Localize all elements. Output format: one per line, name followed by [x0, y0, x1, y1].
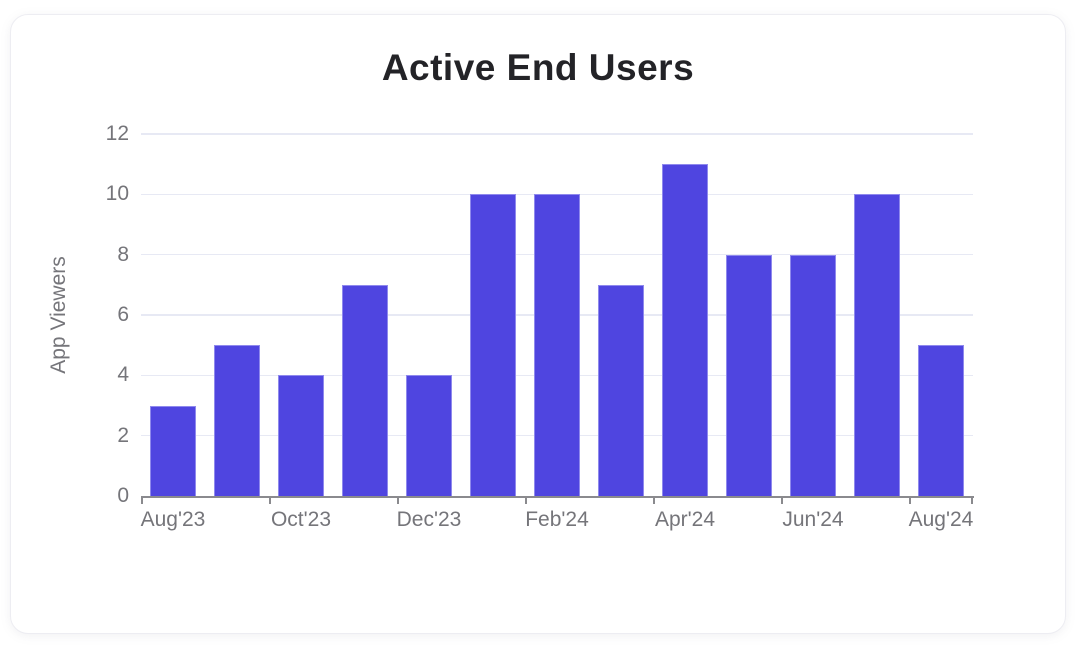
gridline — [141, 133, 973, 135]
bar-Mar'24 — [598, 284, 644, 496]
x-tick-label: Apr'24 — [654, 508, 716, 531]
y-tick-label: 12 — [105, 122, 129, 145]
bar-Dec'23 — [406, 375, 452, 496]
y-tick-label: 8 — [117, 242, 129, 266]
x-tick-mark — [971, 496, 973, 504]
x-tick-label: Dec'23 — [396, 508, 462, 531]
bar-Aug'23 — [150, 405, 196, 496]
bar-Apr'24 — [662, 164, 708, 496]
y-tick-label: 10 — [105, 182, 129, 206]
x-tick-label: Aug'23 — [140, 508, 206, 531]
x-tick-mark — [909, 496, 911, 504]
x-tick-mark — [141, 496, 143, 504]
y-tick-label: 2 — [117, 423, 129, 447]
bar-Aug'24 — [918, 345, 964, 496]
bar-Jun'24 — [790, 254, 836, 496]
chart-card: Active End Users App Viewers 0 2 4 6 8 10 12 Au… — [10, 14, 1066, 634]
y-axis-title-text: App Viewers — [47, 256, 70, 374]
x-tick-label: Aug'24 — [908, 508, 974, 531]
x-tick-mark — [269, 496, 271, 504]
bar-May'24 — [726, 254, 772, 496]
y-tick-label: 4 — [117, 363, 129, 387]
x-tick-label: Jun'24 — [782, 508, 844, 531]
plot-area: 0 2 4 6 8 10 12 Aug'23 Oct'23 Dec'23 Feb'24 Apr'24 J… — [106, 122, 974, 531]
bar-Jul'24 — [854, 194, 900, 496]
x-axis-line — [141, 496, 974, 498]
y-tick-label: 0 — [117, 484, 129, 507]
chart-title: Active End Users — [381, 47, 695, 88]
x-tick-label: Oct'23 — [270, 508, 332, 531]
x-tick-label: Feb'24 — [525, 508, 589, 531]
x-tick-mark — [397, 496, 399, 504]
bar-Nov'23 — [342, 284, 388, 496]
bar-Feb'24 — [534, 194, 580, 496]
y-tick-label: 6 — [117, 303, 129, 326]
bar-Oct'23 — [278, 375, 324, 496]
gridline — [141, 193, 973, 196]
bar-Jan'24 — [470, 194, 516, 496]
bar-Sep'23 — [214, 345, 260, 496]
x-tick-mark — [653, 496, 655, 504]
x-tick-mark — [781, 496, 783, 504]
x-tick-mark — [525, 496, 527, 504]
